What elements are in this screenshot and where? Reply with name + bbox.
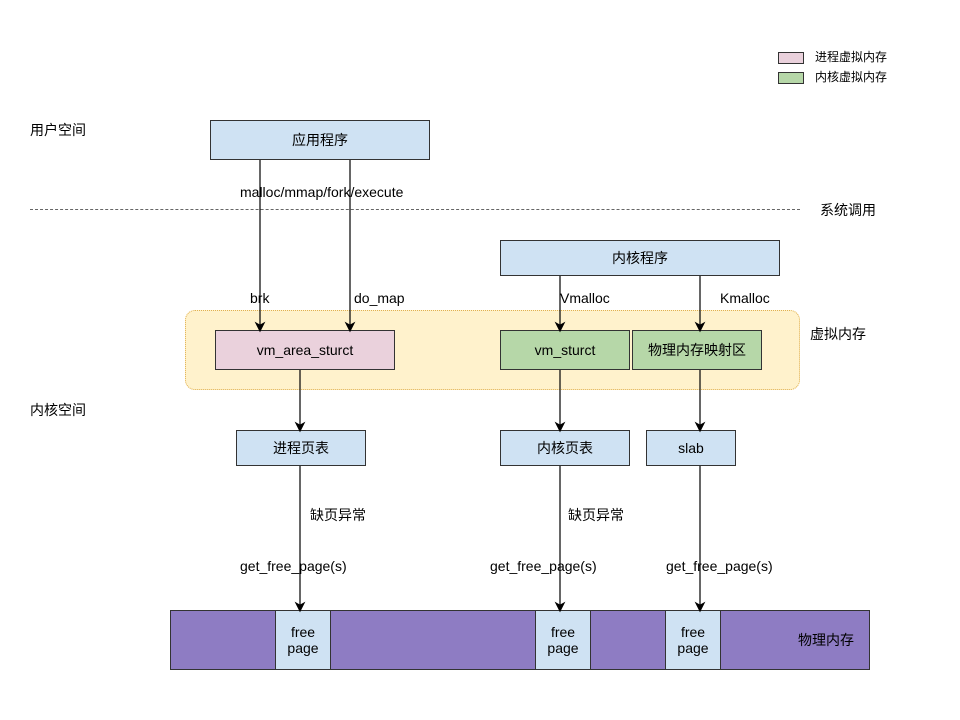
edges-layer [0,0,960,720]
